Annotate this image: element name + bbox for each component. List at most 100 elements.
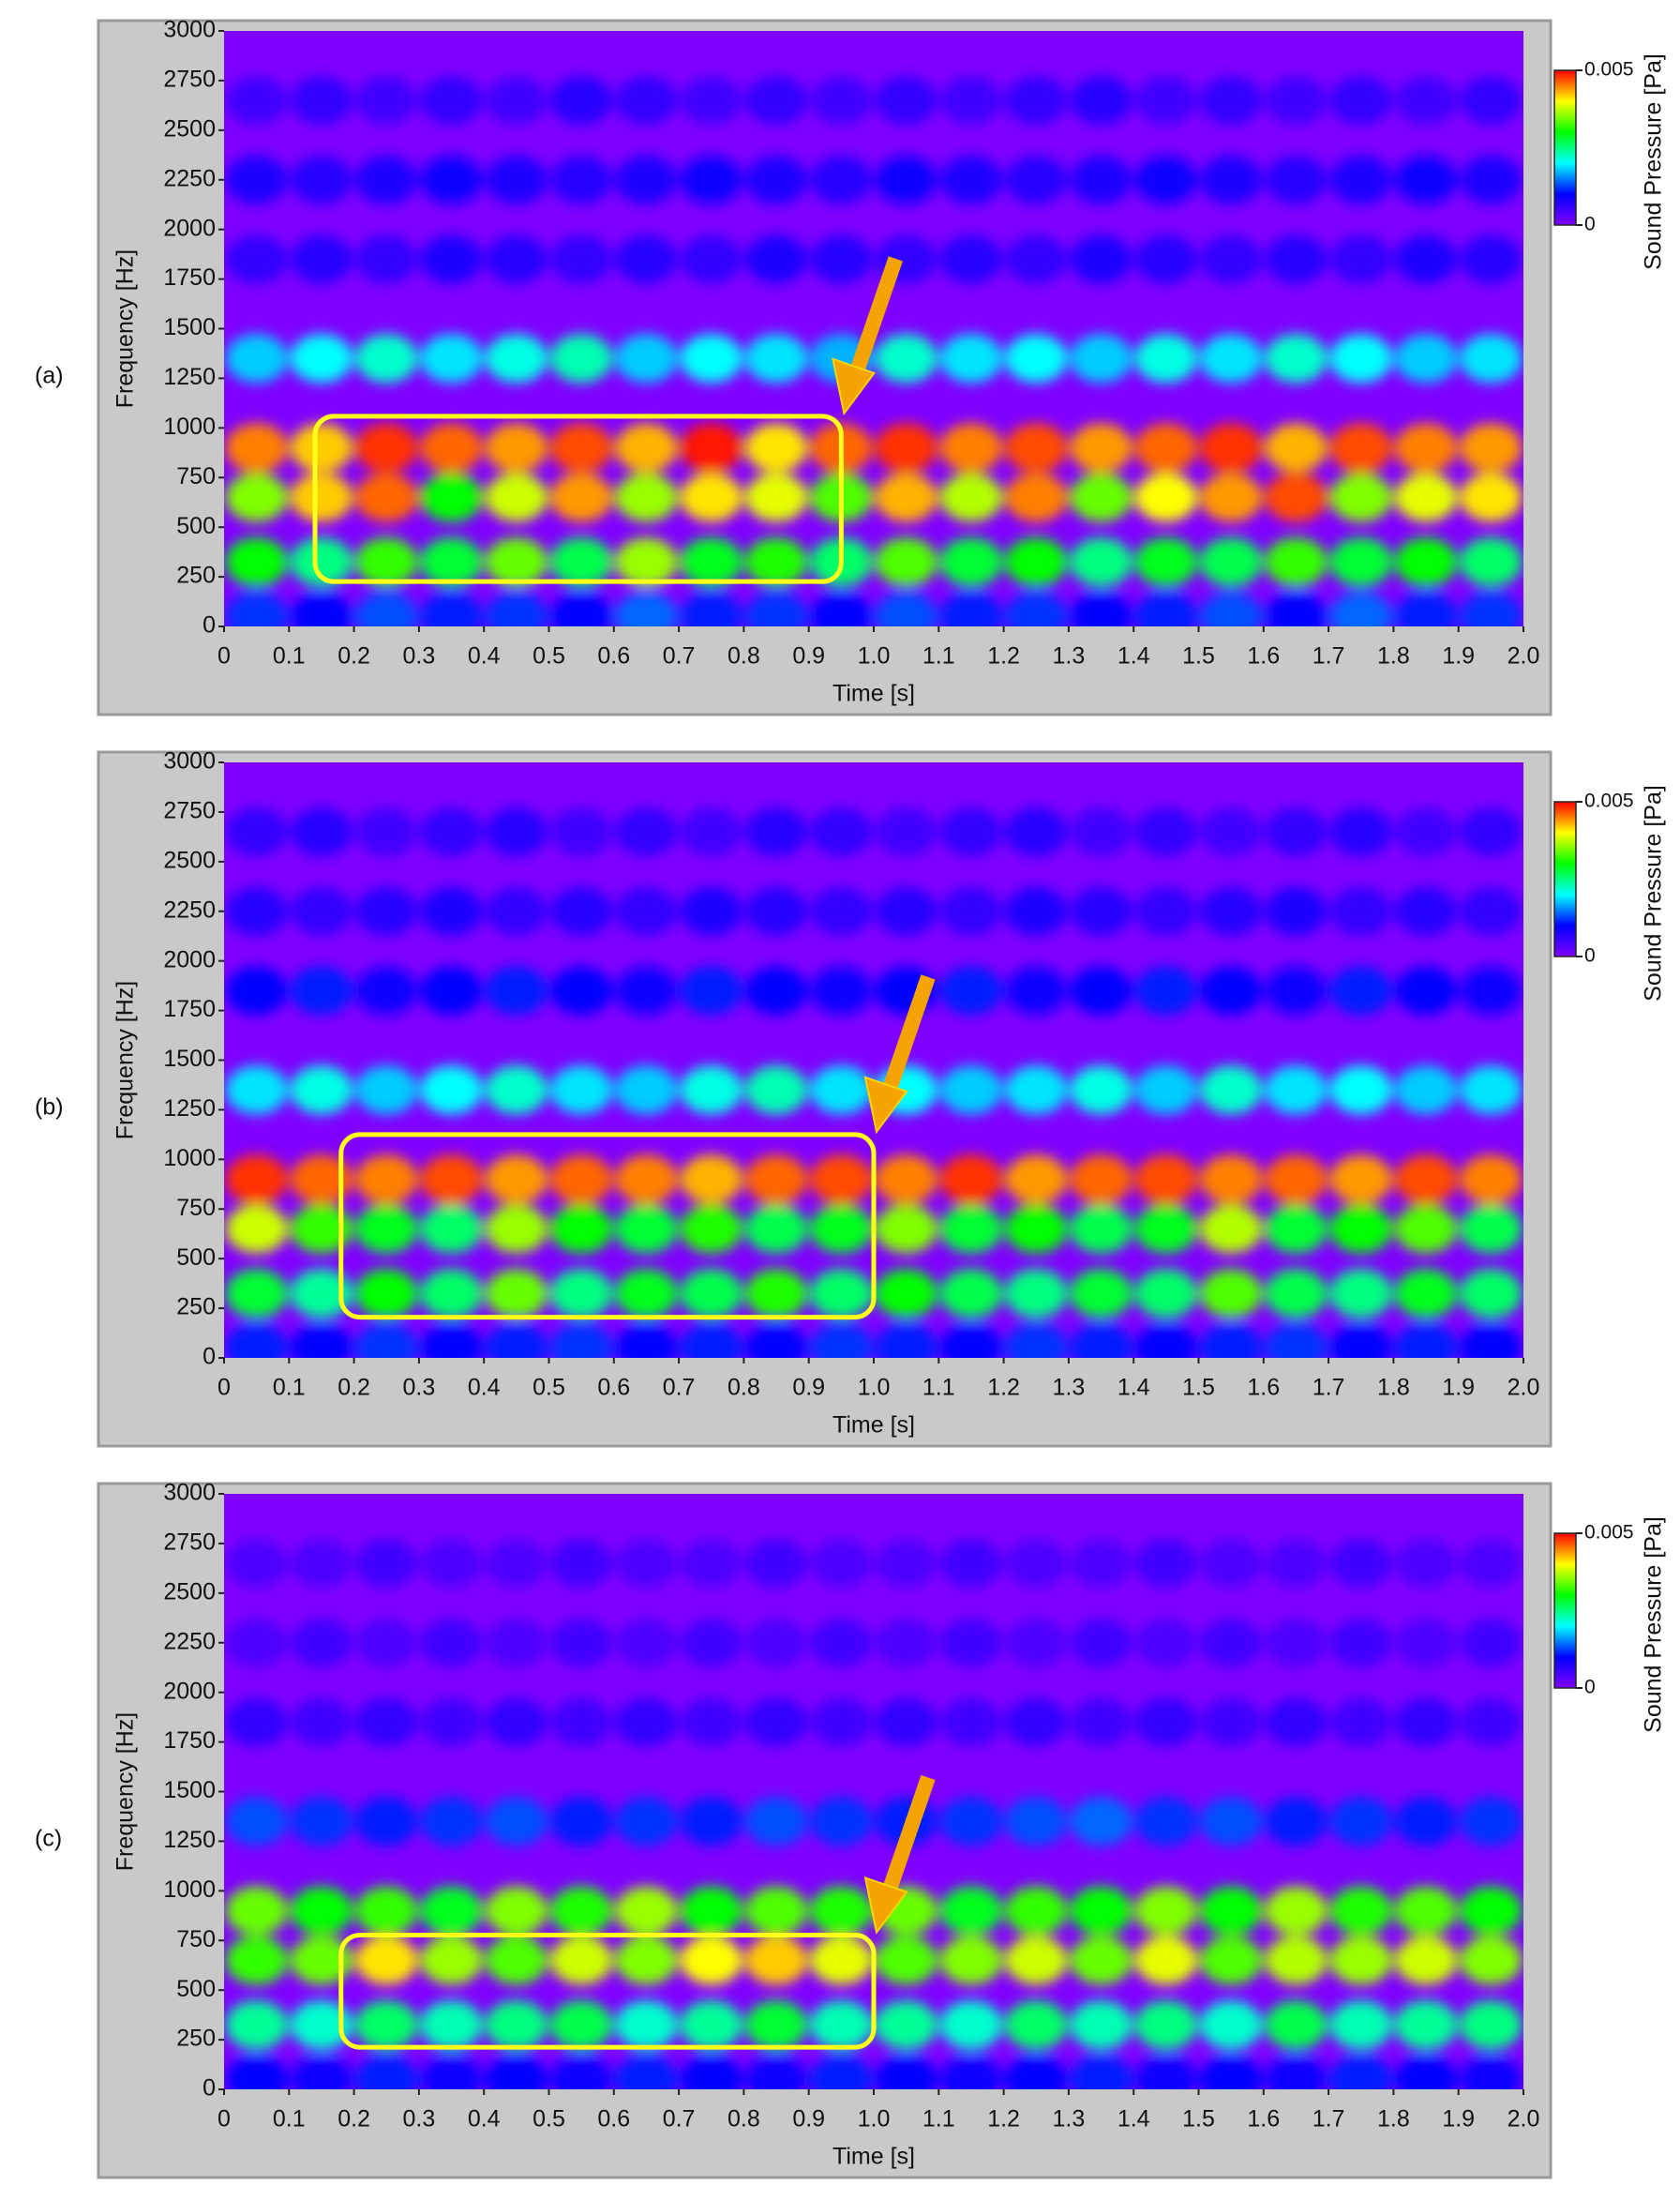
cell [810, 886, 873, 936]
cell [939, 234, 1003, 284]
cell [939, 1323, 1003, 1358]
x-tick-label: 0.1 [273, 2106, 306, 2132]
cell [680, 1936, 743, 1985]
x-tick-label: 0.9 [792, 2106, 825, 2132]
cell [1070, 1154, 1132, 1204]
cell [290, 592, 353, 626]
x-tick-label: 1.9 [1442, 2106, 1475, 2132]
cell [1460, 334, 1522, 384]
cell [225, 1936, 288, 1985]
y-tick-label: 2000 [163, 1678, 216, 1704]
cell [615, 1154, 678, 1204]
cell [1394, 155, 1458, 204]
cell [810, 155, 873, 204]
panel-label: (a) [35, 363, 64, 389]
arrow-shaft [882, 974, 936, 1092]
cell [810, 2000, 873, 2050]
cell [680, 334, 743, 384]
cell [939, 155, 1003, 204]
colorbar-label: Sound Pressure [Pa] [1641, 785, 1667, 1002]
cell [485, 1539, 548, 1589]
x-tick-label: 1.7 [1312, 2106, 1345, 2132]
cell [744, 2055, 808, 2089]
cell [1070, 1204, 1132, 1254]
cell [1070, 966, 1132, 1016]
x-tick-label: 1.2 [987, 2106, 1020, 2132]
cell [1460, 1269, 1522, 1318]
cell [354, 886, 418, 936]
cell [420, 1886, 483, 1936]
cell [1394, 1886, 1458, 1936]
cell [939, 76, 1003, 126]
cell [354, 234, 418, 284]
cell [810, 76, 873, 126]
cell [810, 1539, 873, 1589]
cell [1329, 1204, 1393, 1254]
cell [549, 1936, 613, 1985]
y-tick-label: 2250 [163, 165, 216, 191]
cell [1329, 1065, 1393, 1115]
cell [225, 1154, 288, 1204]
cell [615, 1697, 678, 1747]
cell [1329, 1269, 1393, 1318]
cell [939, 1697, 1003, 1747]
cell [354, 1269, 418, 1318]
cell [1134, 886, 1198, 936]
cell [1329, 886, 1393, 936]
x-tick-label: 1.7 [1312, 1375, 1345, 1401]
cell [939, 1936, 1003, 1985]
cell [744, 155, 808, 204]
cell [1070, 1618, 1132, 1667]
cell [1070, 2000, 1132, 2050]
cell [549, 807, 613, 857]
cell [1460, 76, 1522, 126]
cell [1199, 2000, 1263, 2050]
cell [615, 1065, 678, 1115]
cell [1070, 1936, 1132, 1985]
cell [1004, 76, 1068, 126]
cell [875, 2000, 938, 2050]
x-tick-label: 0.8 [728, 1375, 760, 1401]
cell [615, 1797, 678, 1846]
cell [225, 334, 288, 384]
x-tick-label: 1.3 [1053, 1375, 1086, 1401]
cell [225, 1797, 288, 1846]
cell [1329, 334, 1393, 384]
cell [1394, 1065, 1458, 1115]
cell [810, 1154, 873, 1204]
cell [420, 2000, 483, 2050]
cell [615, 1323, 678, 1358]
y-tick-label: 750 [176, 1926, 216, 1952]
cell [1004, 1269, 1068, 1318]
cell [225, 1618, 288, 1667]
x-tick-label: 1.5 [1182, 643, 1215, 670]
cell [1134, 155, 1198, 204]
cell [875, 592, 938, 626]
x-tick-label: 0.3 [403, 1375, 436, 1401]
cell [680, 2055, 743, 2089]
cell [225, 537, 288, 587]
cell [875, 1154, 938, 1204]
cell [1070, 1269, 1132, 1318]
cell [615, 1936, 678, 1985]
cell [354, 537, 418, 587]
y-tick-label: 1500 [163, 314, 216, 340]
cell [290, 1936, 353, 1985]
colorbar-tick-label: 0 [1584, 214, 1596, 235]
cell [1394, 1539, 1458, 1589]
cell [549, 537, 613, 587]
cell [290, 1065, 353, 1115]
y-tick-label: 3000 [163, 17, 216, 43]
cell [420, 423, 483, 473]
cell [1460, 537, 1522, 587]
cell [420, 886, 483, 936]
cell [1460, 1154, 1522, 1204]
x-tick-label: 0.3 [403, 2106, 436, 2132]
cell [680, 886, 743, 936]
cell [939, 1618, 1003, 1667]
cell [549, 155, 613, 204]
cell [1134, 1539, 1198, 1589]
cell [549, 76, 613, 126]
cell [1004, 537, 1068, 587]
